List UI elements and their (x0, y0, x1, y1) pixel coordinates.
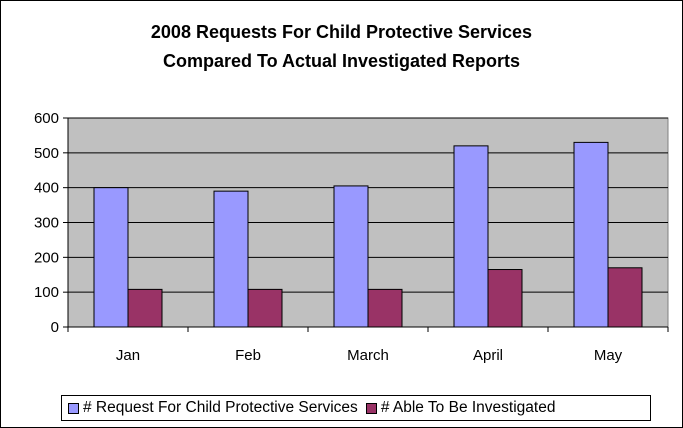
bar-requests-may (573, 141, 609, 328)
y-tick-label: 400 (34, 180, 59, 197)
x-tick-label: Jan (116, 347, 140, 364)
bar-investigated-march (367, 288, 403, 328)
x-tick-label: May (594, 347, 623, 364)
y-tick-label: 0 (51, 319, 59, 336)
y-tick-label: 200 (34, 249, 59, 266)
bar-investigated-april (487, 269, 523, 328)
legend-label-requests: # Request For Child Protective Services (83, 399, 358, 416)
x-tick-label: Feb (235, 347, 261, 364)
x-tick-label: April (473, 347, 503, 364)
legend-swatch-requests (68, 402, 79, 414)
legend-item-requests: # Request For Child Protective Services (68, 399, 358, 417)
bar-investigated-may (607, 267, 643, 328)
bar-chart: 0 100 200 300 400 500 600 Jan Feb March April May (34, 110, 669, 364)
y-tick-label: 300 (34, 215, 59, 232)
legend-item-investigated: # Able To Be Investigated (365, 399, 556, 417)
legend-swatch-investigated (365, 402, 377, 414)
x-tick-label: March (347, 347, 389, 364)
chart-title: 2008 Requests For Child Protective Servi… (150, 22, 533, 42)
chart-subtitle: Compared To Actual Investigated Reports (162, 51, 521, 71)
bar-requests-march (333, 185, 369, 328)
y-tick-label: 600 (34, 110, 59, 127)
bar-requests-april (453, 145, 489, 328)
y-tick-label: 500 (34, 145, 59, 162)
bar-requests-jan (93, 187, 129, 328)
bar-investigated-feb (247, 288, 283, 328)
y-tick-label: 100 (34, 284, 59, 301)
legend: # Request For Child Protective Services … (61, 395, 651, 421)
bar-investigated-jan (127, 288, 163, 328)
bar-requests-feb (213, 190, 249, 328)
legend-label-investigated: # Able To Be Investigated (380, 399, 556, 416)
